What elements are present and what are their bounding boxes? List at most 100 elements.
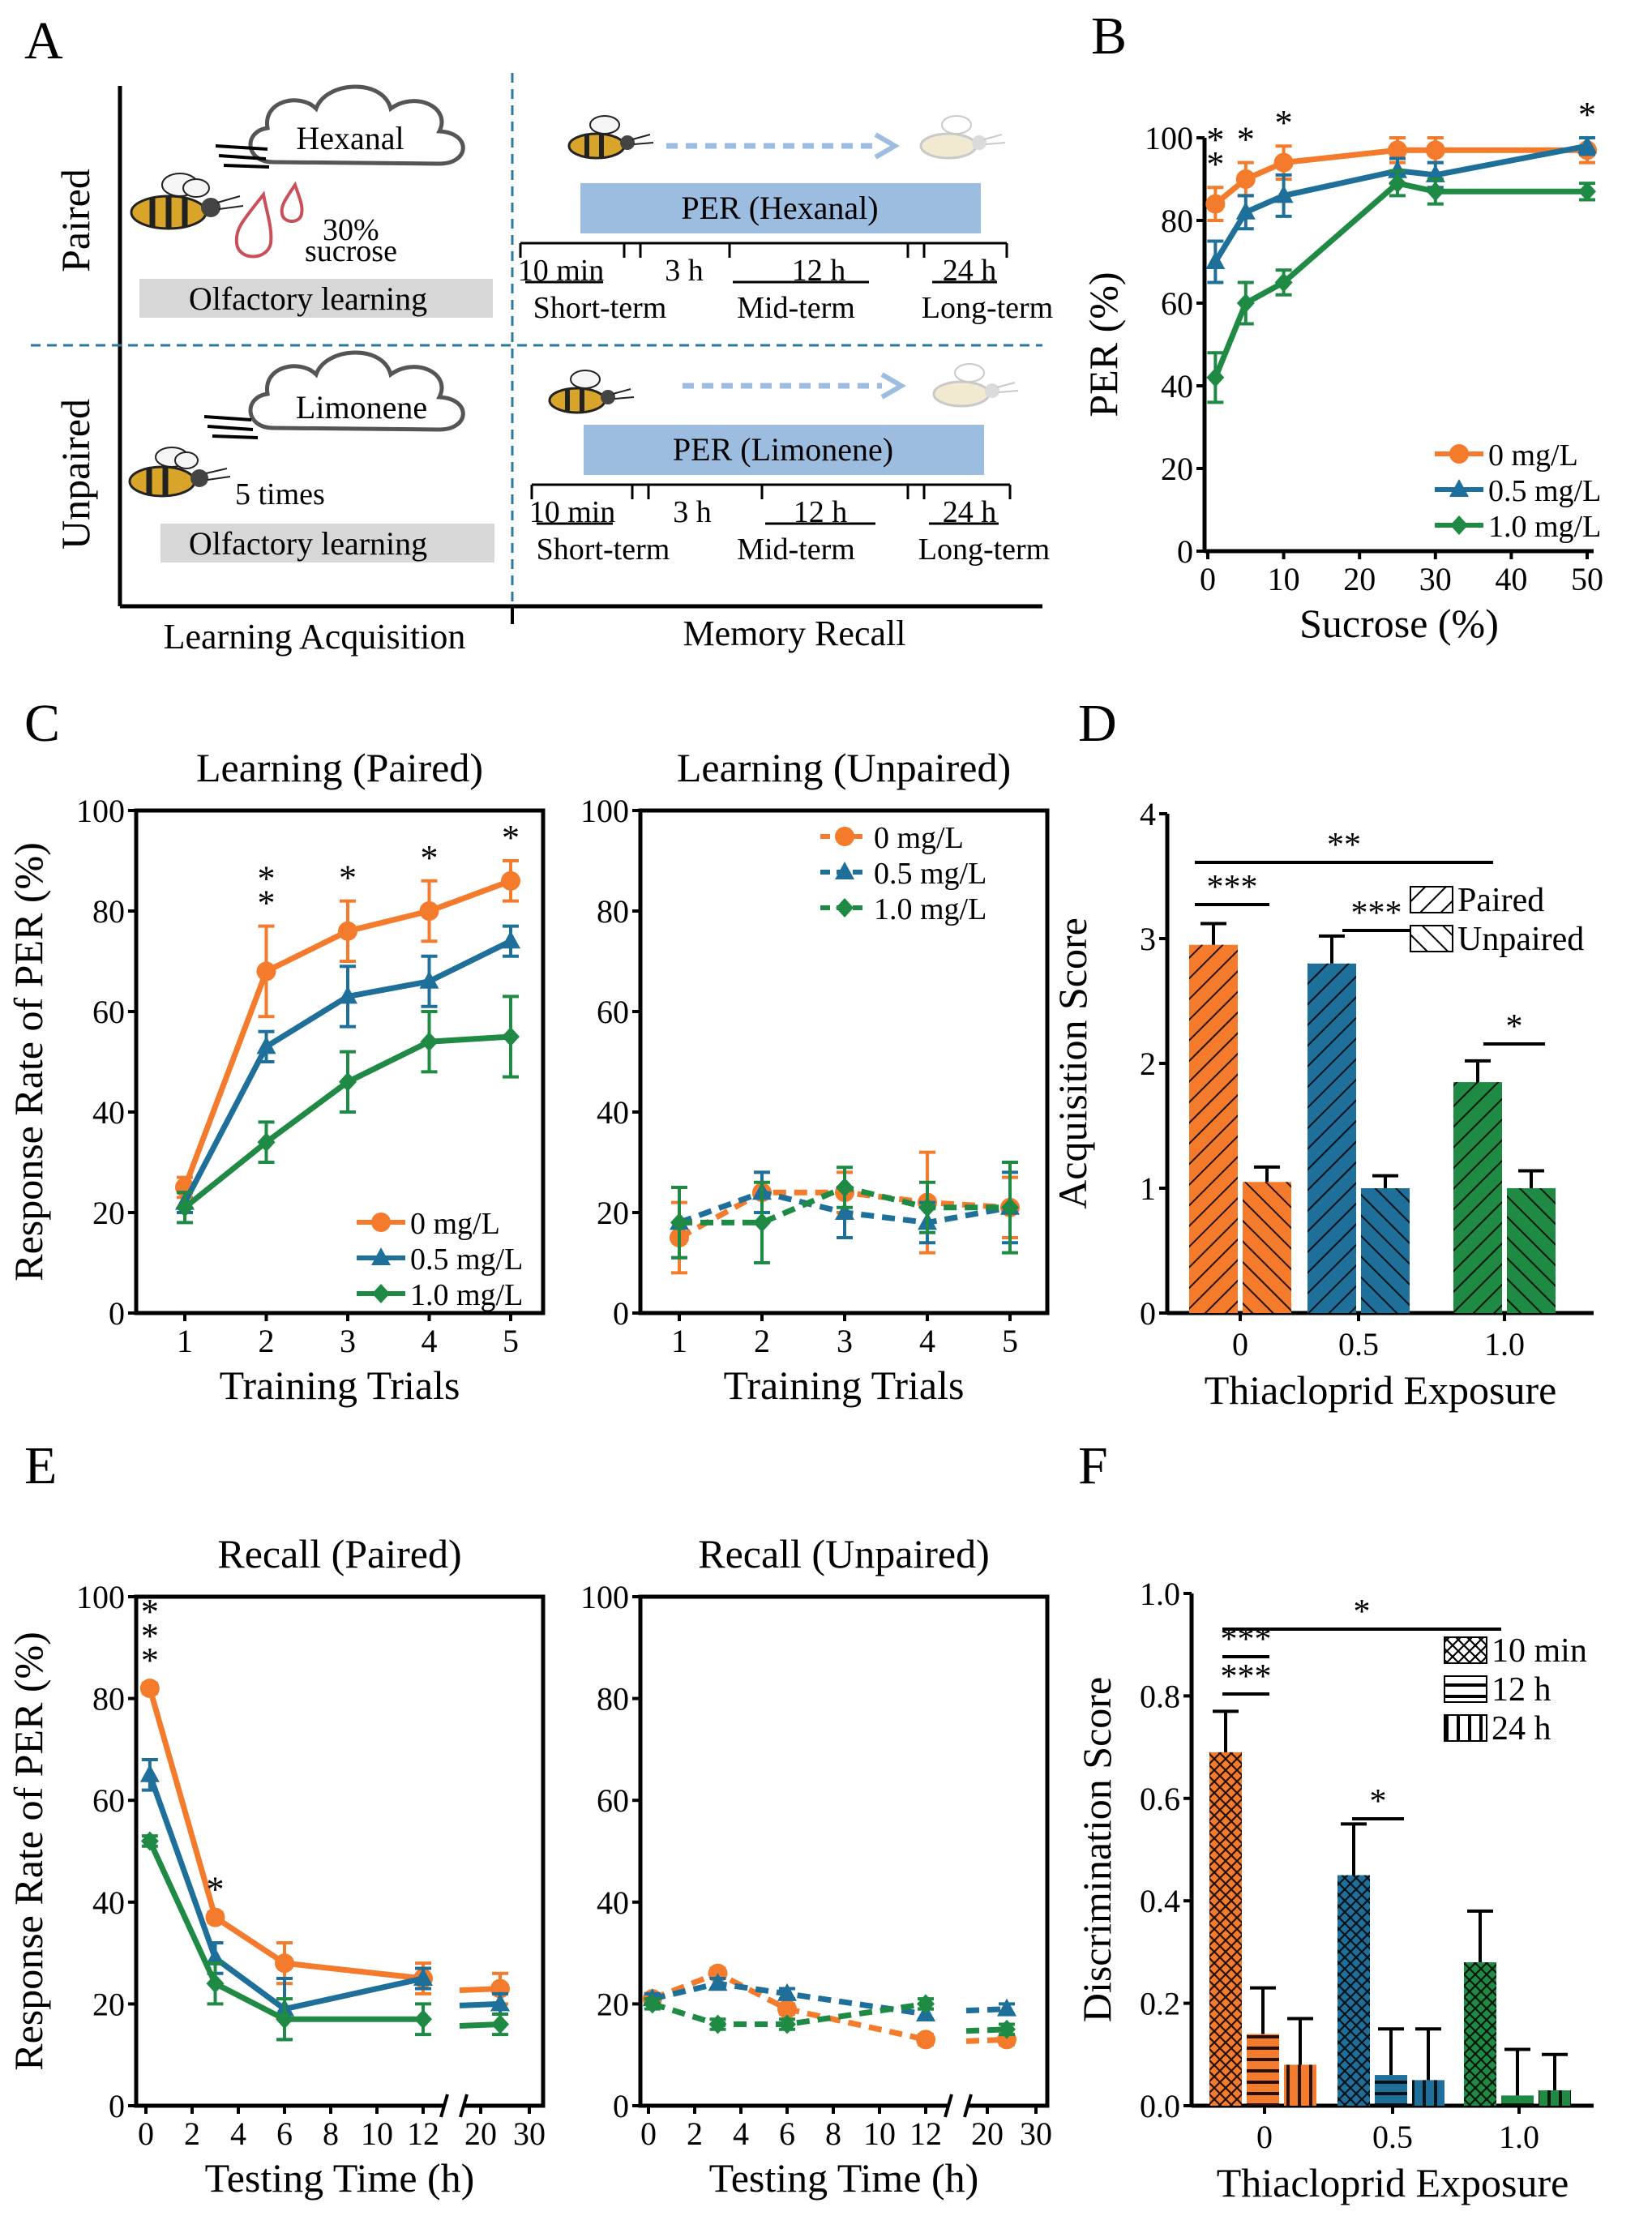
legend-label: 0.5 mg/L <box>410 1243 523 1277</box>
y-tick-label: 80 <box>597 1681 629 1717</box>
data-point <box>997 1998 1016 2017</box>
data-point <box>998 2019 1016 2039</box>
x-axis-label: Testing Time (h) <box>709 2155 979 2201</box>
y-tick-label: 80 <box>92 893 125 930</box>
x-tick-label: 20 <box>464 2115 497 2152</box>
x-tick-label: 2 <box>754 1323 770 1359</box>
significance-star: * <box>141 1616 159 1656</box>
x-axis-label: Thiacloprid Exposure <box>1205 1367 1557 1413</box>
plot-frame <box>638 1594 1050 2108</box>
x-tick-label: 20 <box>971 2115 1004 2152</box>
x-tick-label: 8 <box>323 2115 339 2152</box>
y-tick-label: 100 <box>580 793 629 829</box>
x-tick-label: 30 <box>513 2115 546 2152</box>
motion-lines-icon <box>215 144 270 169</box>
data-point <box>1577 135 1597 154</box>
data-point <box>835 1202 854 1220</box>
x-tick-label: 12 <box>909 2115 942 2152</box>
data-point <box>1425 140 1445 160</box>
legend-label: 1.0 mg/L <box>1488 510 1601 544</box>
data-point <box>176 1197 194 1217</box>
bar-hatch <box>1284 2064 1316 2106</box>
y-tick-label: 60 <box>92 994 125 1030</box>
data-point <box>501 870 520 891</box>
data-point <box>338 921 357 941</box>
y-axis-label: Acquisition Score <box>1050 918 1095 1209</box>
significance-star: * <box>1275 103 1293 143</box>
x-tick-label: 4 <box>919 1323 935 1359</box>
y-tick-label: 100 <box>76 1579 125 1615</box>
x-tick-label: 12 <box>407 2115 439 2152</box>
significance-star: *** <box>1351 895 1402 932</box>
y-tick-label: 3 <box>1140 921 1156 957</box>
bar-hatch <box>1507 1188 1556 1313</box>
chart-F: 0.0 0.2 0.4 0.6 0.8 1.0 0 0.5 1.0 Thiacloprid Exp… <box>1074 1576 1594 2205</box>
data-point <box>1206 367 1225 387</box>
data-point <box>916 2030 935 2050</box>
data-point <box>777 1999 797 2019</box>
x-tick-label: 2 <box>184 2115 200 2152</box>
bar-hatch <box>1361 1188 1410 1313</box>
panel-letter-d: D <box>1078 694 1117 753</box>
bar-hatch <box>1412 2080 1444 2106</box>
bee-icon <box>128 447 231 498</box>
panel-letter-c: C <box>24 694 60 753</box>
x-tick-label: 50 <box>1571 561 1603 597</box>
odor-limonene: Limonene <box>296 389 427 426</box>
y-tick-label: 100 <box>1145 120 1193 156</box>
data-point <box>419 970 439 989</box>
data-point <box>205 1907 225 1927</box>
series-line-1 <box>147 1773 501 2013</box>
x-tick-label: 2 <box>687 2115 703 2152</box>
chart-title: Learning (Paired) <box>196 745 483 790</box>
bee-icon <box>130 173 244 230</box>
data-point <box>420 1032 439 1052</box>
panel-a-diagram: A Paired Unpaired Hexanal 30% <box>24 11 1053 657</box>
x-tick-label: 1 <box>671 1323 687 1359</box>
significance-star: * <box>1506 1008 1523 1046</box>
legend-label: 0 mg/L <box>410 1207 500 1241</box>
series-line-1 <box>1213 143 1588 263</box>
y-tick-label: 80 <box>92 1681 125 1717</box>
footer-memory-recall: Memory Recall <box>683 614 906 653</box>
axis-break-mark <box>963 2094 973 2118</box>
significance-star: * <box>1578 95 1596 135</box>
y-tick-label: 40 <box>92 1884 125 1921</box>
significance-star: *** <box>1221 1658 1272 1696</box>
data-point <box>708 2014 727 2034</box>
x-tick-label: 10 <box>1268 561 1300 597</box>
data-point <box>1274 272 1293 293</box>
significance-star: * <box>141 1640 159 1680</box>
x-tick-label: 8 <box>825 2115 841 2152</box>
term-short: Short-term <box>533 291 667 325</box>
chart-title: Learning (Unpaired) <box>677 745 1011 790</box>
significance-star: * <box>141 1592 159 1632</box>
term-mid: Mid-term <box>737 533 855 567</box>
legend-swatch-hatch <box>1410 926 1453 952</box>
data-point <box>670 1213 688 1233</box>
data-point <box>1235 201 1256 220</box>
per-hexanal: PER (Hexanal) <box>681 190 878 226</box>
y-tick-label: 40 <box>92 1094 125 1131</box>
olfactory-learning-unpaired: Olfactory learning <box>189 525 427 562</box>
panel-letter-b: B <box>1091 6 1127 66</box>
time-10min: 10 min <box>529 495 616 529</box>
significance-star: * <box>1354 1593 1371 1631</box>
term-long: Long-term <box>922 291 1054 325</box>
legend-swatch-hatch <box>1444 1715 1487 1741</box>
y-tick-label: 0 <box>109 2088 125 2124</box>
legend-marker <box>836 898 854 918</box>
legend-swatch-hatch <box>1410 887 1453 913</box>
x-tick-label: 0.5 <box>1338 1326 1379 1362</box>
y-tick-label: 1.0 <box>1140 1576 1180 1612</box>
data-point <box>502 1027 520 1046</box>
time-12h: 12 h <box>794 495 848 529</box>
data-point <box>708 1973 728 1991</box>
y-tick-label: 80 <box>597 893 629 930</box>
data-point <box>1273 152 1294 173</box>
legend-marker <box>835 862 854 879</box>
x-tick-label: 3 <box>837 1323 853 1359</box>
x-axis-label: Training Trials <box>724 1362 965 1408</box>
